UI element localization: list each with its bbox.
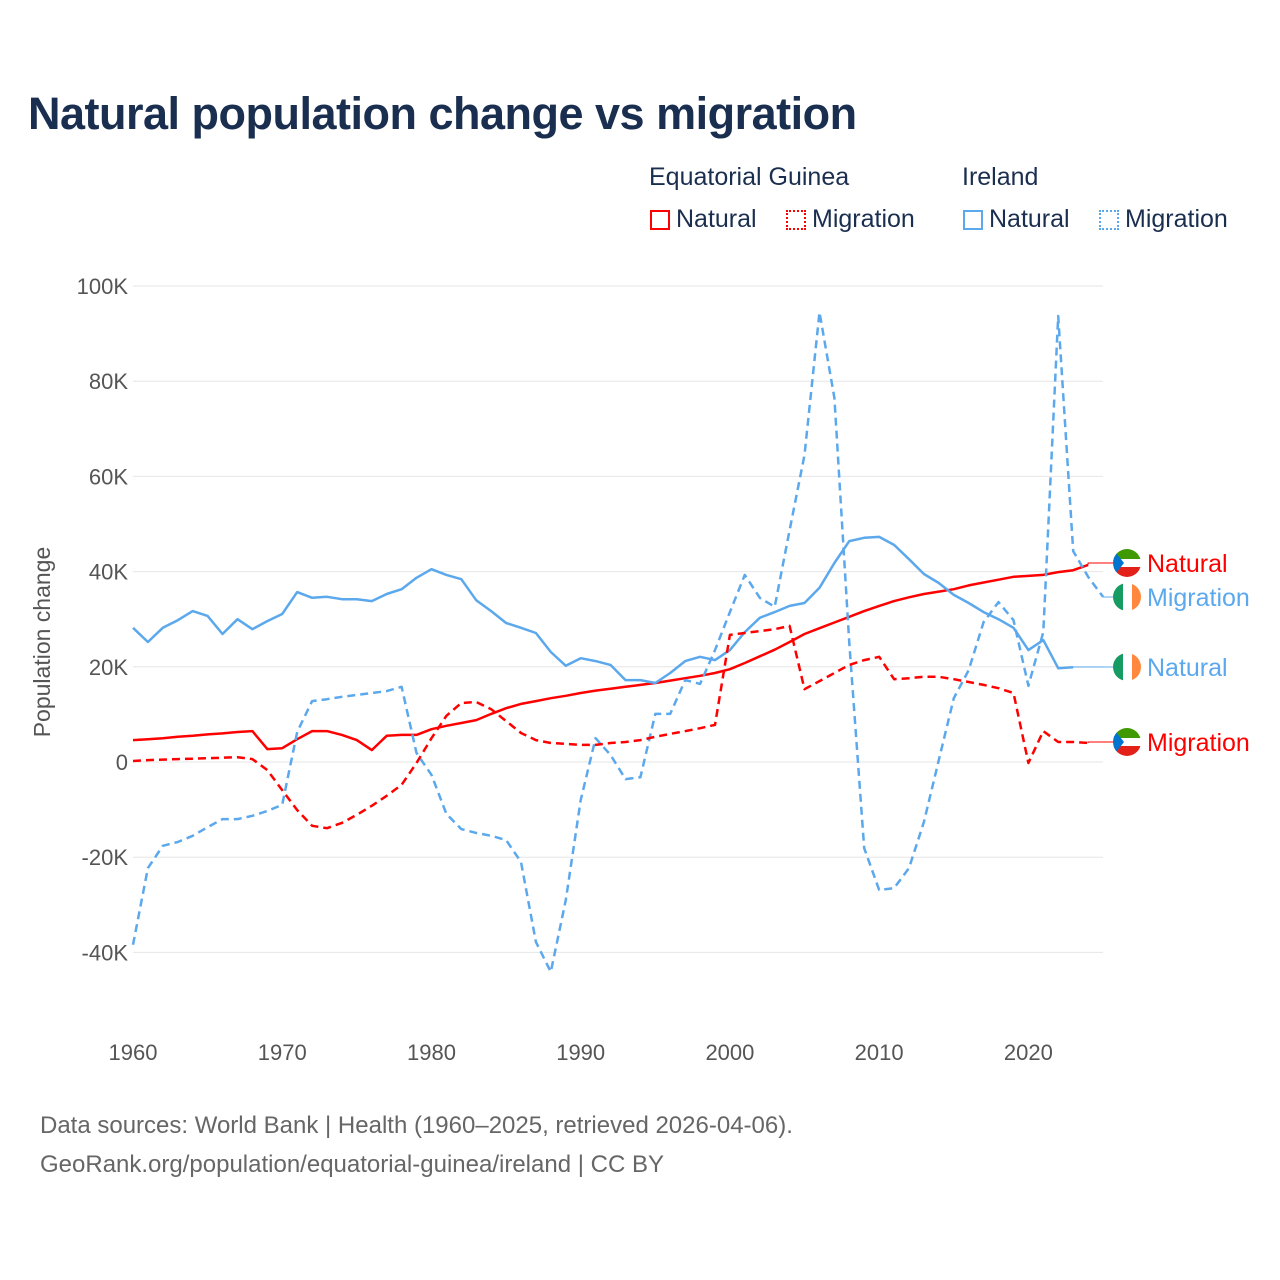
x-tick-label: 2010 — [855, 1040, 904, 1065]
flag-shape — [1113, 653, 1141, 681]
end-label: Natural — [1147, 654, 1228, 682]
solid-swatch-icon — [963, 209, 983, 230]
flag-stripe — [1132, 653, 1141, 681]
dotted-swatch-icon — [786, 209, 806, 230]
flag-stripe — [1132, 583, 1141, 611]
dotted-swatch-icon — [1099, 209, 1119, 230]
legend-label: Natural — [989, 205, 1070, 233]
legend-item-eg-natural[interactable]: Natural — [650, 205, 757, 234]
flag-stripe — [1123, 583, 1132, 611]
y-tick-label: -20K — [82, 845, 129, 870]
y-tick-label: 100K — [77, 274, 129, 299]
legend-label: Natural — [676, 205, 757, 233]
flag-stripe — [1113, 559, 1141, 567]
source-link[interactable]: GeoRank.org/population/equatorial-guinea… — [40, 1151, 664, 1178]
series-line-2 — [132, 535, 1074, 685]
legend-label: Migration — [812, 205, 915, 233]
label-connector — [1087, 562, 1113, 565]
flag-stripe — [1113, 549, 1141, 559]
series-line-0 — [132, 563, 1089, 752]
end-label: Migration — [1147, 584, 1250, 612]
flag-stripe — [1113, 746, 1141, 756]
legend-label: Migration — [1125, 205, 1228, 233]
end-label: Natural — [1147, 550, 1228, 578]
x-tick-label: 1970 — [258, 1040, 307, 1065]
y-tick-label: -40K — [82, 940, 129, 965]
y-axis-label: Population change — [29, 547, 55, 738]
y-tick-label: 20K — [89, 655, 128, 680]
flag-triangle — [1113, 728, 1124, 756]
flag-stripe — [1113, 583, 1123, 611]
solid-swatch-icon — [650, 209, 670, 230]
flag-shape — [1113, 549, 1141, 577]
flag-stripe — [1113, 738, 1141, 746]
legend-item-eg-migration[interactable]: Migration — [786, 205, 915, 234]
equatorial-guinea-flag-icon — [1113, 549, 1141, 577]
x-tick-label: 1980 — [407, 1040, 456, 1065]
label-connector — [1087, 741, 1113, 743]
flag-stripe — [1113, 728, 1141, 738]
legend-group-ireland: Ireland — [962, 163, 1039, 191]
chart-title: Natural population change vs migration — [28, 88, 857, 139]
ireland-flag-icon — [1113, 583, 1141, 611]
y-tick-label: 60K — [89, 464, 128, 489]
equatorial-guinea-flag-icon — [1113, 728, 1141, 756]
y-tick-label: 0 — [116, 750, 128, 775]
flag-stripe — [1123, 653, 1132, 681]
source-note: Data sources: World Bank | Health (1960–… — [40, 1112, 793, 1139]
flag-shape — [1113, 728, 1141, 756]
end-label: Migration — [1147, 729, 1250, 757]
x-tick-label: 2020 — [1004, 1040, 1053, 1065]
series-line-3 — [132, 624, 1089, 830]
ireland-flag-icon — [1113, 653, 1141, 681]
x-tick-label: 2000 — [705, 1040, 754, 1065]
x-tick-label: 1960 — [109, 1040, 158, 1065]
flag-shape — [1113, 583, 1141, 611]
flag-stripe — [1113, 567, 1141, 577]
y-tick-label: 40K — [89, 560, 128, 585]
legend-item-ie-natural[interactable]: Natural — [963, 205, 1070, 234]
x-tick-label: 1990 — [556, 1040, 605, 1065]
footer: Data sources: World Bank | Health (1960–… — [40, 1106, 793, 1184]
flag-triangle — [1113, 549, 1124, 577]
flag-stripe — [1113, 653, 1123, 681]
series-line-1 — [131, 310, 1105, 974]
legend-item-ie-migration[interactable]: Migration — [1099, 205, 1228, 234]
legend-group-equatorial-guinea: Equatorial Guinea — [649, 163, 850, 191]
y-tick-label: 80K — [89, 369, 128, 394]
